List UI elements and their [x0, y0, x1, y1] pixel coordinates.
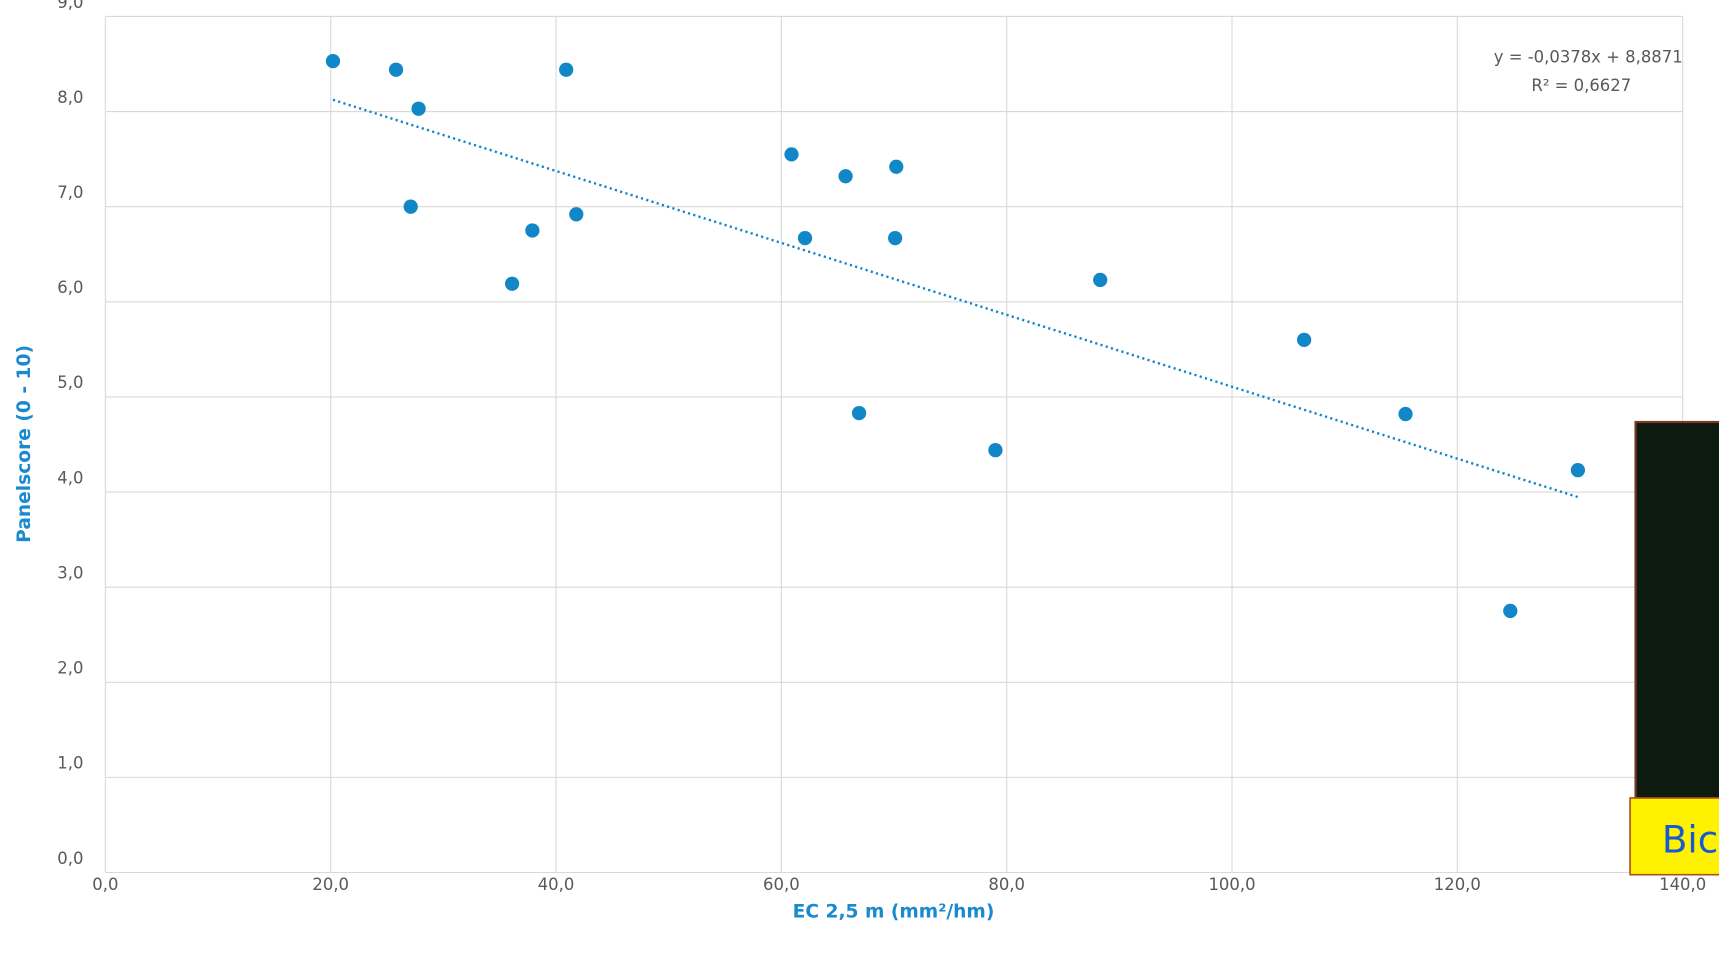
point	[1503, 603, 1518, 619]
point	[569, 207, 584, 222]
point	[411, 101, 426, 116]
y-tick-label: 4,0	[57, 468, 83, 487]
y-axis-title: Panelscore (0 - 10)	[14, 345, 35, 543]
point	[559, 62, 574, 77]
x-axis-title: EC 2,5 m (mm²/hm)	[793, 901, 995, 922]
point	[1398, 406, 1413, 422]
point	[988, 443, 1003, 458]
point	[851, 405, 867, 421]
point	[889, 159, 904, 174]
x-tick-label: 60,0	[763, 875, 800, 894]
y-tick-label: 2,0	[57, 659, 83, 678]
photo-inset: Bic	[1629, 420, 1719, 876]
y-tick-label: 6,0	[57, 278, 83, 297]
point	[388, 62, 404, 77]
y-tick-label: 9,0	[57, 0, 83, 12]
x-tick-label: 40,0	[538, 875, 575, 894]
caption-box	[1629, 797, 1719, 876]
trendline	[332, 98, 1579, 499]
y-tick-label: 1,0	[57, 754, 83, 773]
point	[325, 54, 341, 69]
y-tick-label: 5,0	[57, 373, 83, 392]
point	[504, 276, 520, 291]
point	[1093, 272, 1108, 288]
point	[1297, 332, 1312, 347]
y-tick-label: 7,0	[57, 183, 83, 202]
point	[838, 169, 853, 184]
point	[1570, 463, 1586, 478]
y-tick-label: 3,0	[57, 563, 83, 582]
photo	[1634, 420, 1719, 802]
x-tick-label: 0,0	[92, 875, 118, 894]
x-tick-label: 80,0	[988, 875, 1025, 894]
point	[888, 230, 903, 246]
y-tick-label: 8,0	[57, 88, 83, 107]
point	[797, 230, 813, 246]
trend-equation: y = -0,0378x + 8,8871	[1494, 48, 1683, 67]
trend-r2: R² = 0,6627	[1531, 76, 1631, 95]
x-tick-label: 140,0	[1659, 875, 1706, 894]
point	[784, 147, 799, 162]
y-tick-label: 0,0	[57, 849, 83, 868]
caption: Bic	[1662, 817, 1718, 861]
point	[403, 199, 418, 214]
x-tick-label: 20,0	[312, 875, 349, 894]
point	[525, 223, 540, 238]
x-tick-label: 100,0	[1208, 875, 1255, 894]
x-tick-label: 120,0	[1434, 875, 1481, 894]
